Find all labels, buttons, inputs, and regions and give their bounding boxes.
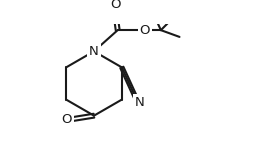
Text: O: O <box>110 0 120 11</box>
Text: N: N <box>89 45 99 58</box>
Text: O: O <box>139 24 150 37</box>
Text: N: N <box>135 97 145 109</box>
Text: O: O <box>62 112 72 126</box>
